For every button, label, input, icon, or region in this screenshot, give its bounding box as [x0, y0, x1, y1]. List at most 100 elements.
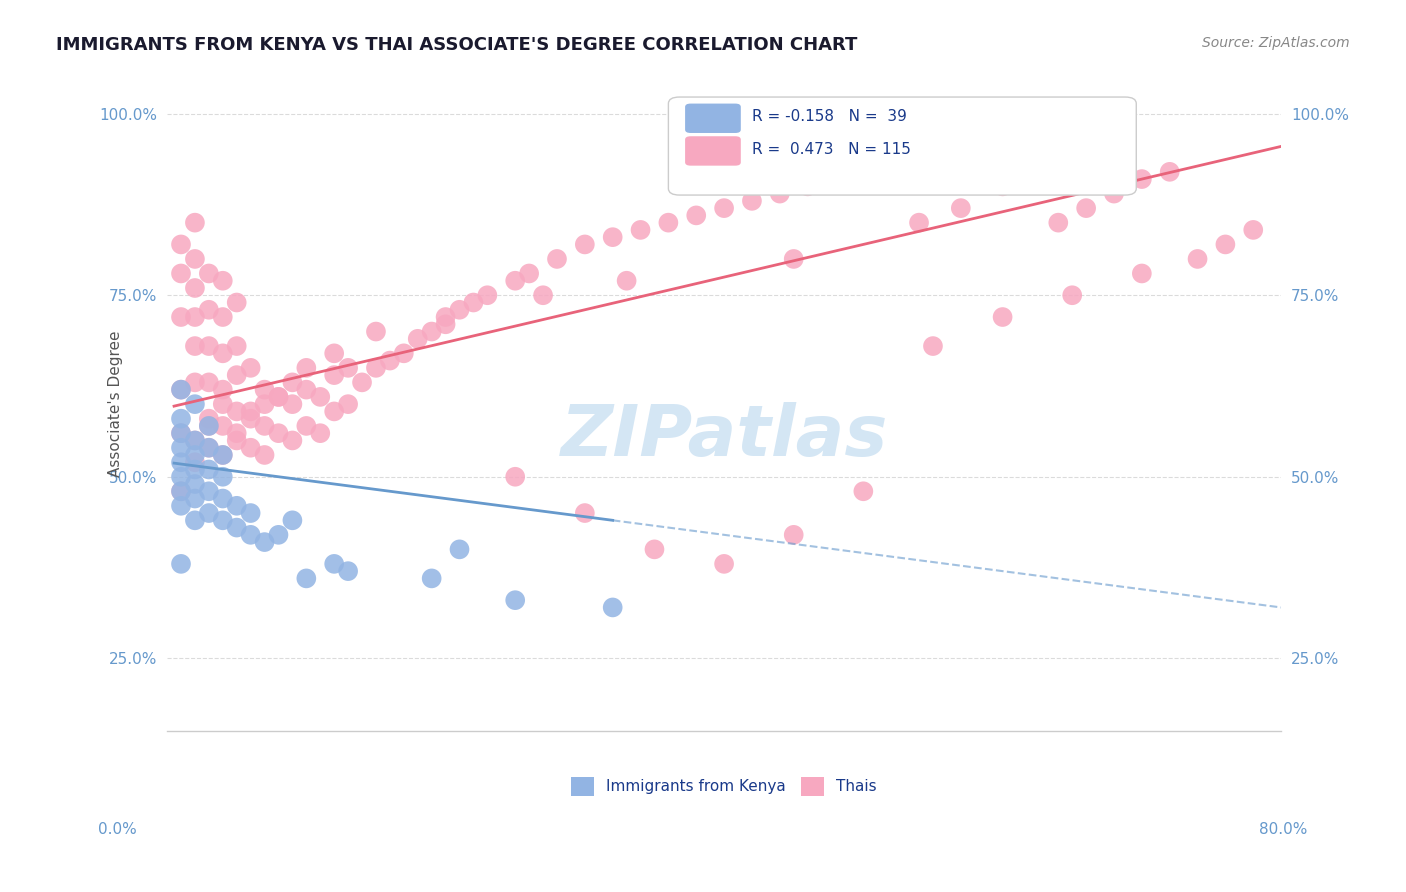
Point: [364, 325, 387, 339]
Point: [211, 274, 233, 288]
Point: [323, 346, 346, 360]
Point: [170, 455, 193, 469]
Point: [1130, 172, 1153, 186]
Point: [211, 448, 233, 462]
Point: [531, 288, 554, 302]
Point: [225, 434, 247, 448]
Point: [184, 477, 207, 491]
Point: [1019, 172, 1042, 186]
Point: [323, 404, 346, 418]
Point: [239, 528, 262, 542]
Point: [184, 513, 207, 527]
Point: [184, 448, 207, 462]
Point: [1076, 201, 1098, 215]
Point: [434, 318, 457, 332]
Point: [574, 506, 596, 520]
Point: [1130, 267, 1153, 281]
Point: [991, 179, 1014, 194]
Point: [309, 390, 332, 404]
Point: [198, 418, 221, 433]
Point: [713, 201, 735, 215]
Point: [643, 542, 665, 557]
Point: [1241, 223, 1264, 237]
Point: [170, 499, 193, 513]
Point: [1187, 252, 1209, 266]
Point: [449, 302, 471, 317]
Point: [184, 310, 207, 324]
Point: [239, 441, 262, 455]
Point: [184, 281, 207, 295]
Point: [253, 397, 276, 411]
Point: [211, 469, 233, 483]
Point: [602, 600, 624, 615]
Point: [378, 353, 401, 368]
Point: [170, 426, 193, 441]
Point: [170, 557, 193, 571]
Point: [337, 564, 360, 578]
Point: [198, 267, 221, 281]
FancyBboxPatch shape: [685, 136, 741, 166]
Point: [267, 390, 290, 404]
Point: [225, 520, 247, 534]
Point: [783, 252, 806, 266]
Point: [198, 418, 221, 433]
Point: [184, 397, 207, 411]
Point: [198, 506, 221, 520]
Point: [350, 376, 373, 390]
Point: [574, 237, 596, 252]
Point: [741, 194, 763, 208]
Point: [406, 332, 429, 346]
Point: [184, 376, 207, 390]
Point: [295, 418, 318, 433]
Point: [1047, 216, 1070, 230]
Point: [281, 513, 304, 527]
Point: [546, 252, 568, 266]
Point: [295, 360, 318, 375]
Point: [991, 310, 1014, 324]
Point: [657, 216, 679, 230]
Point: [184, 252, 207, 266]
Point: [1159, 165, 1181, 179]
Point: [908, 216, 931, 230]
Point: [267, 426, 290, 441]
Text: 0.0%: 0.0%: [98, 822, 138, 837]
Point: [253, 448, 276, 462]
Point: [713, 557, 735, 571]
Point: [170, 411, 193, 425]
Point: [267, 528, 290, 542]
Point: [184, 434, 207, 448]
Point: [184, 491, 207, 506]
Point: [295, 571, 318, 585]
Point: [295, 383, 318, 397]
Point: [225, 404, 247, 418]
Point: [852, 484, 875, 499]
Point: [225, 426, 247, 441]
Point: [1102, 186, 1125, 201]
Point: [616, 274, 638, 288]
Point: [198, 484, 221, 499]
Point: [239, 506, 262, 520]
FancyBboxPatch shape: [685, 103, 741, 133]
Text: ZIPatlas: ZIPatlas: [561, 402, 887, 471]
Point: [922, 339, 945, 353]
Point: [184, 462, 207, 476]
Point: [449, 542, 471, 557]
Y-axis label: Associate's Degree: Associate's Degree: [107, 331, 122, 477]
Point: [267, 390, 290, 404]
Point: [184, 455, 207, 469]
Point: [796, 179, 818, 194]
Point: [170, 484, 193, 499]
Point: [364, 360, 387, 375]
Point: [420, 325, 443, 339]
Point: [170, 426, 193, 441]
Text: R =  0.473   N = 115: R = 0.473 N = 115: [752, 142, 911, 157]
Point: [184, 434, 207, 448]
Point: [630, 223, 652, 237]
Point: [253, 383, 276, 397]
Point: [503, 469, 526, 483]
Point: [198, 441, 221, 455]
Point: [503, 274, 526, 288]
Point: [170, 237, 193, 252]
Point: [685, 208, 707, 222]
Point: [824, 172, 846, 186]
